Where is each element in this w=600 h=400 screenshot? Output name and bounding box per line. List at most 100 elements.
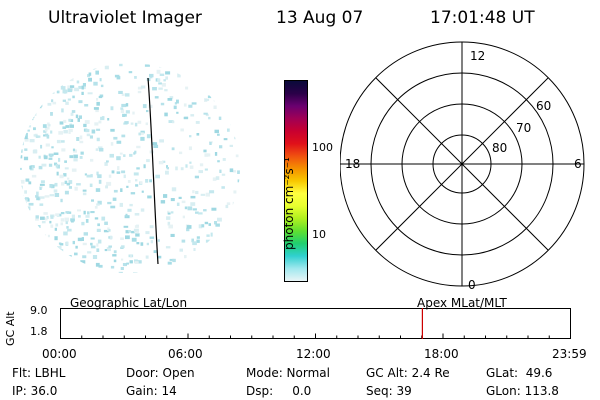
speckle	[64, 160, 67, 163]
speckle	[135, 184, 139, 187]
speckle	[108, 245, 112, 248]
speckle	[167, 98, 173, 101]
speckle	[35, 258, 41, 262]
speckle	[134, 213, 140, 216]
speckle	[46, 76, 49, 81]
speckle	[44, 195, 50, 198]
speckle	[131, 230, 135, 234]
speckle	[122, 113, 125, 117]
speckle	[42, 86, 46, 90]
speckle	[167, 210, 170, 214]
speckle	[166, 165, 168, 169]
speckle	[237, 170, 240, 174]
speckle	[24, 63, 29, 64]
speckle	[239, 131, 240, 134]
speckle	[232, 170, 237, 173]
speckle	[144, 64, 150, 67]
speckle	[208, 66, 214, 70]
speckle	[124, 93, 130, 97]
speckle	[188, 146, 192, 151]
speckle	[214, 152, 218, 156]
speckle	[119, 63, 123, 67]
speckle	[196, 236, 200, 239]
speckle	[126, 185, 129, 188]
speckle	[219, 169, 222, 173]
speckle	[70, 112, 74, 116]
speckle	[85, 129, 90, 133]
info-door: Door: Open	[126, 366, 195, 380]
speckle	[236, 98, 239, 102]
speckle	[230, 123, 234, 126]
speckle	[125, 235, 130, 240]
speckle	[206, 153, 211, 157]
speckle	[56, 171, 59, 176]
speckle	[107, 201, 112, 205]
speckle	[86, 133, 91, 137]
speckle	[23, 232, 27, 236]
speckle	[173, 105, 177, 110]
speckle	[64, 180, 68, 184]
speckle	[86, 269, 89, 273]
speckle	[83, 210, 86, 215]
speckle	[123, 273, 126, 277]
speckle	[84, 104, 89, 107]
speckle	[20, 141, 24, 146]
speckle	[29, 139, 35, 143]
speckle	[23, 256, 27, 259]
speckle	[36, 255, 40, 259]
speckle	[92, 65, 97, 69]
speckle	[24, 148, 28, 151]
speckle	[217, 217, 222, 222]
speckle	[55, 66, 61, 70]
speckle	[56, 70, 60, 74]
speckle	[48, 163, 53, 167]
speckle	[125, 230, 129, 234]
speckle	[54, 193, 60, 197]
speckle	[110, 106, 114, 111]
speckle	[183, 103, 187, 107]
speckle	[56, 164, 60, 169]
speckle	[24, 190, 27, 194]
speckle	[20, 185, 23, 189]
speckle	[83, 123, 87, 128]
speckle	[96, 128, 101, 131]
speckle	[221, 236, 226, 239]
speckle	[223, 138, 228, 141]
speckle	[20, 155, 23, 159]
speckle	[68, 118, 72, 122]
speckle	[70, 218, 75, 222]
speckle	[75, 245, 78, 249]
speckle	[209, 142, 212, 145]
speckle	[111, 170, 115, 174]
speckle	[158, 82, 162, 85]
speckle	[32, 256, 38, 259]
speckle	[27, 206, 31, 211]
speckle	[206, 249, 210, 253]
speckle	[20, 137, 23, 140]
speckle	[44, 252, 49, 257]
speckle	[155, 174, 160, 179]
speckle	[174, 102, 177, 105]
speckle	[82, 63, 88, 68]
speckle	[93, 107, 99, 110]
speckle	[129, 153, 133, 157]
speckle	[98, 179, 102, 184]
speckle	[125, 213, 128, 218]
speckle	[28, 181, 32, 185]
speckle	[59, 121, 64, 125]
speckle	[95, 148, 99, 151]
speckle	[97, 174, 102, 179]
speckle	[82, 192, 87, 196]
speckle	[110, 142, 114, 146]
speckle	[29, 267, 35, 271]
speckle	[167, 212, 171, 215]
speckle	[229, 78, 235, 81]
speckle	[231, 236, 236, 240]
speckle	[21, 228, 26, 232]
speckle	[189, 68, 193, 72]
speckle	[79, 135, 83, 140]
speckle	[25, 178, 30, 182]
speckle	[224, 264, 229, 269]
speckle	[145, 122, 148, 126]
speckle	[58, 251, 62, 256]
